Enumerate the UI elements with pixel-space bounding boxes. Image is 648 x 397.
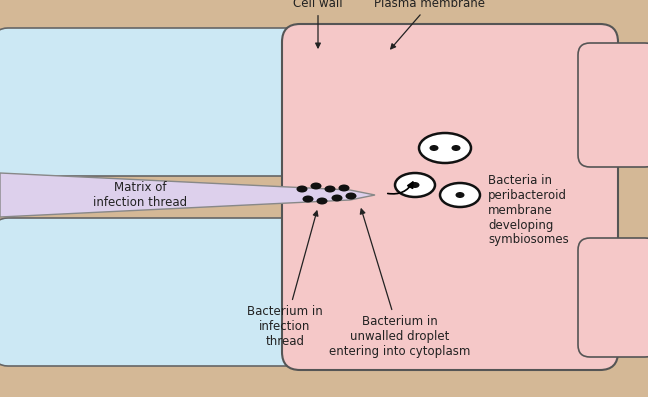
- Ellipse shape: [310, 183, 321, 189]
- Ellipse shape: [452, 145, 461, 151]
- Polygon shape: [0, 173, 375, 217]
- Ellipse shape: [297, 185, 308, 193]
- FancyBboxPatch shape: [0, 28, 308, 176]
- Ellipse shape: [440, 183, 480, 207]
- Ellipse shape: [332, 195, 343, 202]
- Text: Bacteria in
peribacteroid
membrane
developing
symbiosomes: Bacteria in peribacteroid membrane devel…: [488, 173, 569, 247]
- Ellipse shape: [338, 185, 349, 191]
- Ellipse shape: [430, 145, 439, 151]
- Ellipse shape: [345, 193, 356, 200]
- FancyBboxPatch shape: [0, 218, 308, 366]
- Ellipse shape: [395, 173, 435, 197]
- Text: Matrix of
infection thread: Matrix of infection thread: [93, 181, 187, 209]
- Text: Plasma membrane: Plasma membrane: [375, 0, 485, 49]
- Ellipse shape: [410, 182, 419, 188]
- Ellipse shape: [316, 197, 327, 204]
- FancyBboxPatch shape: [578, 238, 648, 357]
- Text: Cell wall: Cell wall: [293, 0, 343, 48]
- Text: Bacterium in
unwalled droplet
entering into cytoplasm: Bacterium in unwalled droplet entering i…: [329, 209, 470, 358]
- Ellipse shape: [325, 185, 336, 193]
- Ellipse shape: [419, 133, 471, 163]
- FancyBboxPatch shape: [578, 43, 648, 167]
- Text: Bacterium in
infection
thread: Bacterium in infection thread: [247, 211, 323, 348]
- Ellipse shape: [303, 195, 314, 202]
- FancyBboxPatch shape: [282, 24, 618, 370]
- Ellipse shape: [456, 192, 465, 198]
